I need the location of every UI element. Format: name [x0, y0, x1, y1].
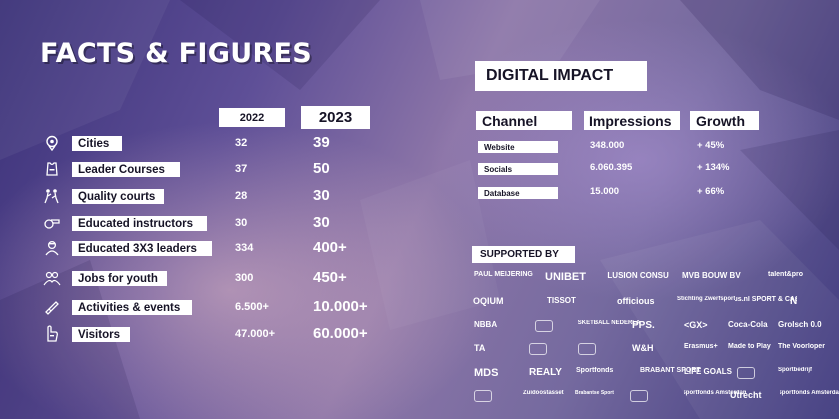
sponsor-logo: officious	[617, 296, 655, 306]
sponsor-logo: UNIBET	[545, 271, 586, 283]
fact-label: Educated 3X3 leaders	[72, 241, 212, 256]
map-pin-icon	[43, 134, 61, 152]
growth-header: Growth	[690, 111, 759, 130]
fact-value-2022: 32	[235, 137, 248, 149]
sponsor-logo: Coca-Cola	[728, 320, 768, 329]
fact-value-2023: 60.000+	[313, 325, 368, 342]
sponsor-logo: Brabantse Sport	[575, 390, 614, 396]
impressions-cell: 15.000	[590, 186, 620, 197]
fact-value-2023: 450+	[313, 269, 347, 286]
sponsor-logo: talent&pro	[768, 271, 803, 278]
sponsor-logo: Sportbedrijf	[778, 367, 812, 373]
fact-value-2023: 39	[313, 134, 330, 151]
ticket-icon	[43, 298, 61, 316]
sponsor-logo: Sportfonds Amsterdam	[780, 390, 839, 396]
fact-value-2022: 47.000+	[235, 328, 276, 340]
fact-value-2023: 400+	[313, 239, 347, 256]
sponsor-logo: Erasmus+	[684, 343, 718, 350]
sponsor-logo: Sportfonds	[576, 367, 614, 374]
year-2023-header: 2023	[301, 106, 370, 129]
sponsor-logo: OQIUM	[473, 296, 504, 306]
sponsor-logo	[737, 367, 755, 379]
growth-cell: + 66%	[697, 186, 725, 197]
fact-value-2022: 37	[235, 163, 248, 175]
channel-cell: Website	[478, 141, 558, 153]
sponsor-logo: MVB BOUW BV	[682, 271, 741, 280]
sponsor-logo: MDS	[474, 367, 499, 379]
jersey-icon	[43, 160, 61, 178]
sponsor-logo: N	[790, 296, 798, 307]
channel-cell: Socials	[478, 163, 558, 175]
impressions-cell: 6.060.395	[590, 162, 633, 173]
growth-cell: + 45%	[697, 140, 725, 151]
fact-label: Educated instructors	[72, 216, 207, 231]
fact-value-2023: 30	[313, 187, 330, 204]
digital-impact-title: DIGITAL IMPACT	[475, 61, 647, 91]
sponsor-logo	[578, 343, 596, 355]
fact-value-2022: 30	[235, 217, 248, 229]
sponsor-logo	[529, 343, 547, 355]
fact-label: Activities & events	[72, 300, 192, 315]
youth-icon	[43, 269, 61, 287]
sponsor-logo	[474, 390, 492, 402]
sponsor-logo: PPS.	[632, 320, 655, 331]
fact-label: Quality courts	[72, 189, 164, 204]
year-2022-header: 2022	[219, 108, 285, 127]
sponsor-logo: TA	[474, 343, 486, 353]
fact-value-2023: 30	[313, 214, 330, 231]
sponsor-logo: Zuidoostasset	[523, 390, 564, 396]
impressions-header: Impressions	[584, 111, 680, 130]
fact-label: Cities	[72, 136, 122, 151]
sponsor-logo: <GX>	[684, 320, 708, 330]
fact-value-2023: 50	[313, 160, 330, 177]
channel-cell: Database	[478, 187, 558, 199]
fact-value-2022: 300	[235, 272, 254, 284]
fact-value-2023: 10.000+	[313, 298, 368, 315]
whistle-icon	[43, 214, 61, 232]
sponsor-logo: Sportfonds Amsterdam	[684, 390, 746, 396]
channel-header: Channel	[476, 111, 572, 130]
sponsor-logo: W&H	[632, 343, 654, 353]
fact-value-2022: 28	[235, 190, 248, 202]
sponsor-logo: Grolsch 0.0	[778, 320, 822, 329]
growth-cell: + 134%	[697, 162, 730, 173]
sponsor-logo: REALY	[529, 367, 562, 378]
supported-by-title: SUPPORTED BY	[472, 246, 575, 263]
players-icon	[43, 187, 61, 205]
fact-value-2022: 334	[235, 242, 254, 254]
leader-icon	[43, 239, 61, 257]
fact-value-2022: 6.500+	[235, 301, 269, 313]
sponsor-logo: CONCLUSION CONSULTING	[607, 271, 669, 280]
sponsor-logo: Stichting Zwerfsport	[677, 296, 736, 302]
sponsor-logo: The Voorloper	[778, 343, 825, 350]
foam-hand-icon	[43, 325, 61, 343]
sponsor-logo: Circus.nl SPORT & CASINO	[735, 296, 797, 303]
sponsor-logo: BRABANT SPORT	[640, 367, 701, 374]
sponsor-logo	[630, 390, 648, 402]
sponsor-logo: Utrecht	[730, 390, 762, 400]
sponsor-logo: PAUL MEIJERING	[474, 271, 533, 278]
sponsor-logo: LIFE GOALS	[684, 367, 732, 376]
fact-label: Visitors	[72, 327, 130, 342]
page-title: FACTS & FIGURES	[40, 38, 313, 69]
impressions-cell: 348.000	[590, 140, 625, 151]
sponsor-logo	[535, 320, 553, 332]
sponsor-logo: NBBA	[474, 320, 498, 329]
fact-label: Leader Courses	[72, 162, 180, 177]
sponsor-logo: TISSOT	[547, 296, 576, 305]
fact-label: Jobs for youth	[72, 271, 167, 286]
sponsor-logo: Made to Play	[728, 343, 771, 350]
